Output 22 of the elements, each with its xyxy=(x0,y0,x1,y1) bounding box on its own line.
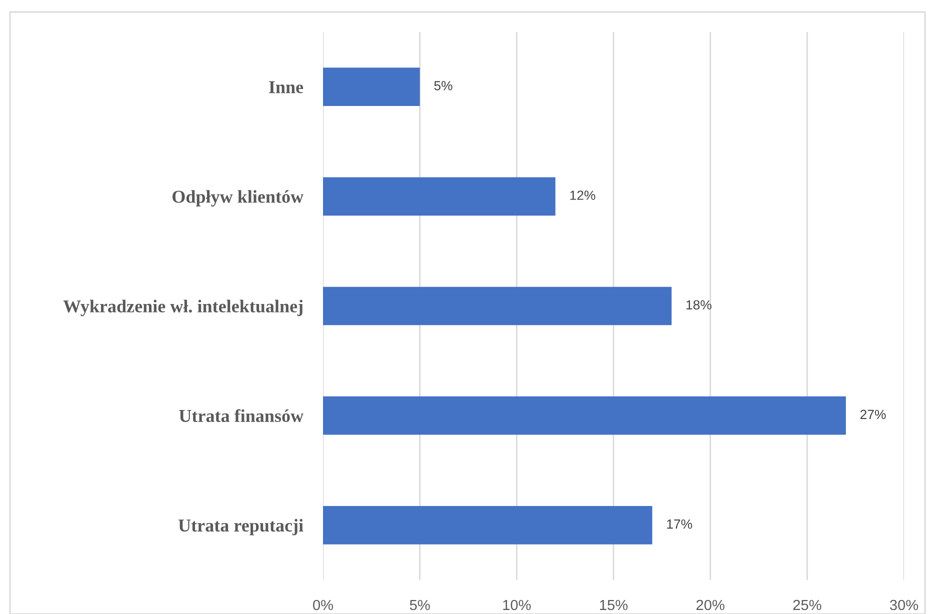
data-label: 5% xyxy=(434,81,452,90)
data-label: 12% xyxy=(570,190,596,200)
bar xyxy=(323,506,652,544)
y-tick-label: Odpływ klientów xyxy=(172,190,304,207)
x-tick-label: 15% xyxy=(600,600,628,610)
bar xyxy=(323,286,672,326)
x-tick-label: 20% xyxy=(696,600,724,610)
x-tick-label: 30% xyxy=(890,600,918,610)
x-tick-label: 5% xyxy=(410,600,430,610)
bar xyxy=(323,177,556,216)
y-tick-label: Utrata reputacji xyxy=(178,518,304,536)
x-tick-label: 10% xyxy=(503,600,531,610)
x-tick-label: 25% xyxy=(793,600,822,610)
bar xyxy=(323,396,846,435)
y-tick-label: Utrata finansów xyxy=(179,409,304,422)
bar xyxy=(323,68,420,106)
data-label: 18% xyxy=(686,300,712,310)
y-tick-label: Wykradzenie wł. intelektualnej xyxy=(63,300,302,316)
data-label: 17% xyxy=(667,519,692,529)
data-label: 27% xyxy=(860,410,886,420)
x-tick-label: 0% xyxy=(313,600,334,610)
y-tick-label: Inne xyxy=(269,81,304,94)
